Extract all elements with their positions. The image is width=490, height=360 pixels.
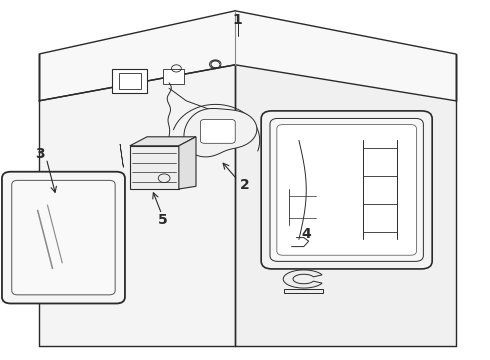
- Polygon shape: [39, 11, 456, 101]
- Polygon shape: [39, 54, 235, 346]
- Polygon shape: [179, 137, 196, 189]
- Text: 3: 3: [35, 147, 45, 161]
- Text: 1: 1: [233, 13, 243, 27]
- FancyBboxPatch shape: [2, 172, 125, 303]
- FancyBboxPatch shape: [261, 111, 432, 269]
- FancyBboxPatch shape: [113, 69, 147, 93]
- FancyBboxPatch shape: [12, 180, 115, 295]
- Polygon shape: [284, 289, 323, 293]
- FancyBboxPatch shape: [163, 69, 184, 84]
- Polygon shape: [283, 270, 322, 288]
- Polygon shape: [130, 146, 179, 189]
- Text: 5: 5: [158, 213, 168, 226]
- Polygon shape: [120, 144, 123, 167]
- Polygon shape: [130, 137, 196, 146]
- FancyBboxPatch shape: [277, 125, 416, 255]
- FancyBboxPatch shape: [270, 118, 423, 261]
- Polygon shape: [184, 108, 257, 157]
- Text: 4: 4: [301, 227, 311, 241]
- FancyBboxPatch shape: [119, 73, 141, 89]
- FancyBboxPatch shape: [200, 120, 235, 143]
- Polygon shape: [235, 54, 456, 346]
- Text: 2: 2: [240, 178, 250, 192]
